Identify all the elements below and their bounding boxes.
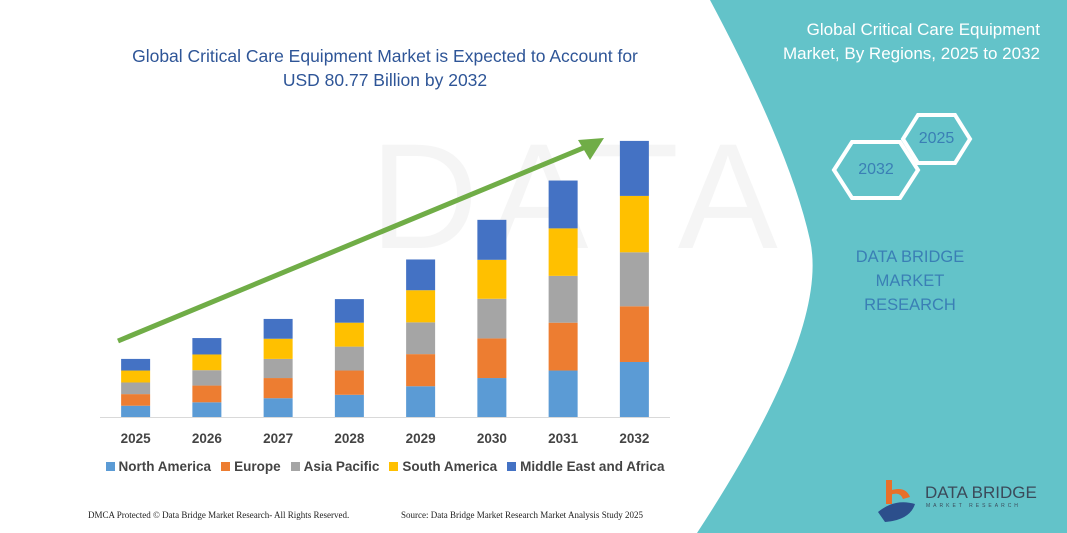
bar-segment-2026-3 <box>192 354 222 371</box>
legend-swatch <box>221 462 231 471</box>
logo-name: DATA BRIDGE <box>925 483 1037 502</box>
bar-segment-2031-3 <box>548 228 578 276</box>
bar-segment-2032-3 <box>619 195 649 253</box>
chart-title: Global Critical Care Equipment Market is… <box>100 44 670 92</box>
bar-segment-2027-2 <box>263 358 293 379</box>
bar-segment-2031-1 <box>548 322 578 371</box>
bar-segment-2032-1 <box>619 306 649 362</box>
bar-segment-2029-1 <box>406 354 436 387</box>
x-tick-label: 2032 <box>619 431 649 446</box>
bar-segment-2030-1 <box>477 338 507 379</box>
bar-segment-2027-0 <box>263 398 293 417</box>
teal-panel <box>697 0 1067 533</box>
bar-segment-2030-0 <box>477 378 507 417</box>
bar-segment-2030-2 <box>477 298 507 339</box>
x-tick-label: 2031 <box>548 431 579 446</box>
legend-swatch <box>507 462 517 471</box>
bar-segment-2026-0 <box>192 402 222 417</box>
legend-label: Europe <box>234 459 281 474</box>
bar-segment-2032-2 <box>619 252 649 307</box>
x-tick-label: 2029 <box>406 431 436 446</box>
bar-segment-2029-2 <box>406 322 436 355</box>
bar-segment-2027-1 <box>263 378 293 399</box>
legend-swatch <box>389 462 399 471</box>
panel-title-line1: Global Critical Care Equipment <box>806 20 1040 39</box>
hex-2025-shape <box>900 113 973 165</box>
x-tick-label: 2030 <box>477 431 507 446</box>
legend-item: Europe <box>221 459 281 474</box>
bar-segment-2031-4 <box>548 180 578 229</box>
bar-segment-2030-3 <box>477 259 507 299</box>
legend-label: South America <box>402 459 498 474</box>
bar-segment-2025-1 <box>121 394 151 406</box>
x-tick-label: 2026 <box>192 431 223 446</box>
legend-label: Asia Pacific <box>303 459 380 474</box>
footer-source: Source: Data Bridge Market Research Mark… <box>401 510 643 520</box>
legend-label: North America <box>118 459 212 474</box>
bar-segment-2029-3 <box>406 290 436 323</box>
bar-segment-2028-3 <box>334 322 364 347</box>
bar-segment-2025-3 <box>121 370 151 383</box>
bar-segment-2027-3 <box>263 338 293 359</box>
bar-segment-2032-4 <box>619 140 649 196</box>
legend-swatch <box>290 462 300 471</box>
legend-item: Asia Pacific <box>290 459 380 474</box>
legend-label: Middle East and Africa <box>520 459 665 474</box>
hex-label-2025: 2025 <box>918 130 955 147</box>
logo-mark-icon <box>878 480 915 522</box>
bar-segment-2028-1 <box>334 370 364 395</box>
bar-segment-2029-0 <box>406 386 436 417</box>
legend-item: North America <box>105 459 212 474</box>
bar-segment-2031-2 <box>548 275 578 323</box>
x-tick-label: 2028 <box>334 431 365 446</box>
bar-segment-2032-0 <box>619 361 649 417</box>
bar-segment-2026-1 <box>192 385 222 403</box>
footer-copyright: DMCA Protected © Data Bridge Market Rese… <box>88 510 350 520</box>
chart-title-line2: USD 80.77 Billion by 2032 <box>282 70 488 90</box>
panel-title: Global Critical Care Equipment Market, B… <box>740 18 1040 66</box>
trend-arrow-line <box>117 143 589 344</box>
legend-item: South America <box>389 459 497 474</box>
bar-segment-2025-0 <box>121 405 151 417</box>
hex-2032-shape <box>831 140 921 200</box>
bar-segment-2027-4 <box>263 318 293 339</box>
trend-arrow-head-icon <box>578 138 604 160</box>
hex-label-2032: 2032 <box>858 161 894 178</box>
bar-segment-2025-2 <box>121 382 151 395</box>
bar-segment-2026-4 <box>192 338 222 355</box>
chart-title-line1: Global Critical Care Equipment Market is… <box>132 46 638 66</box>
bar-segment-2029-4 <box>406 259 436 291</box>
bar-segment-2031-0 <box>548 370 578 417</box>
bar-segment-2030-4 <box>477 219 507 260</box>
brand-line1: DATA BRIDGE MARKET <box>855 248 965 290</box>
logo-subtitle: MARKET RESEARCH <box>926 503 1021 509</box>
bar-segment-2026-2 <box>192 370 222 386</box>
bar-segment-2025-4 <box>121 358 151 371</box>
x-tick-label: 2025 <box>121 431 152 446</box>
panel-title-line2: Market, By Regions, 2025 to 2032 <box>782 44 1040 63</box>
bar-segment-2028-4 <box>334 299 364 323</box>
legend: North America Europe Asia Pacific South Ame… <box>100 459 670 474</box>
legend-swatch <box>105 462 115 471</box>
brand-text: DATA BRIDGE MARKET RESEARCH <box>820 245 1000 317</box>
legend-item: Middle East and Africa <box>507 459 664 474</box>
x-tick-label: 2027 <box>263 431 293 446</box>
brand-line2: RESEARCH <box>864 296 956 314</box>
bar-segment-2028-2 <box>334 346 364 371</box>
bar-segment-2028-0 <box>334 394 364 417</box>
